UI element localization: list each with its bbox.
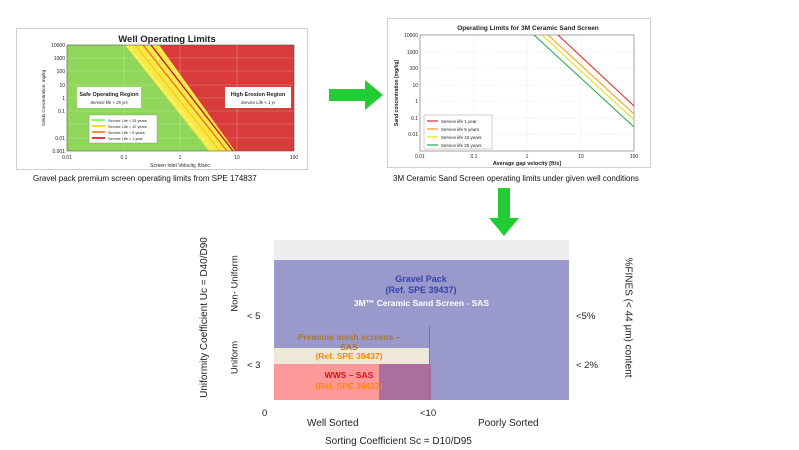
- wws-ref: (Ref. SPE 39437): [315, 381, 383, 391]
- erosion-region-box: [225, 87, 291, 108]
- x-lt10-label: <10: [420, 408, 437, 419]
- y-tick-labels: 10000 1000 100 10 1 0.1 0.01 0.001: [51, 43, 65, 155]
- service-line-1: [150, 44, 234, 152]
- premium-mesh-ref: (Ref. SPE 39437): [315, 351, 383, 361]
- fines-lt5-label: <5%: [576, 311, 596, 322]
- fines-axis-label: %FINES (< 44 µm) content: [622, 257, 634, 378]
- safe-region-sub: Service life > 25 yrs: [90, 100, 128, 105]
- wws-region: [274, 364, 379, 400]
- divider-line: [429, 326, 430, 400]
- chart-title: Operating Limits for 3M Ceramic Sand Scr…: [457, 25, 599, 32]
- y-tick: 1: [415, 99, 418, 105]
- y-axis-label: Sand concentration [mg/kg]: [394, 60, 400, 126]
- y-tick: 100: [410, 66, 419, 72]
- y-tick-labels: 10000 1000 100 10 1 0.1 0.01: [404, 33, 418, 138]
- x-axis-label: Screen Inlet Velocity, ft/sec: [150, 163, 210, 169]
- arrow-right-icon: [329, 80, 383, 110]
- service-line-1yr: [557, 34, 635, 107]
- legend-label: Service Life = 5 years: [108, 131, 145, 135]
- uc-lt3-label: < 3: [247, 360, 261, 371]
- non-uniform-label: Non- Uniform: [229, 255, 241, 312]
- x-axis-label: Average gap velocity [ft/s]: [493, 161, 561, 167]
- y-tick: 1000: [407, 50, 418, 56]
- gravel-pack-ref: (Ref. SPE 39437): [385, 285, 457, 295]
- legend-label: Service life 1 year: [441, 119, 477, 124]
- x-tick: 1: [179, 155, 182, 161]
- gravel-pack-label: Gravel Pack: [395, 274, 447, 284]
- y-tick: 10000: [404, 33, 418, 39]
- uc-lt5-label: < 5: [247, 311, 261, 322]
- x-tick: 100: [630, 154, 639, 160]
- y-tick: 0.1: [58, 109, 65, 115]
- x-tick: 1: [526, 154, 529, 160]
- chart-ceramic-operating-limits: Operating Limits for 3M Ceramic Sand Scr…: [387, 18, 651, 168]
- uniformity-sorting-diagram: Gravel Pack (Ref. SPE 39437) 3M™ Ceramic…: [274, 240, 569, 400]
- legend-label: Service life 5 years: [441, 127, 480, 132]
- sorting-axis-label: Sorting Coefficient Sc = D10/D95: [325, 436, 472, 447]
- caption-left: Gravel pack premium screen operating lim…: [33, 174, 257, 183]
- chart-well-operating-limits: Well Operating Limits 10000 1000 100 10 …: [16, 28, 308, 170]
- fines-lt2-label: < 2%: [576, 360, 598, 371]
- y-tick: 0.1: [411, 116, 418, 122]
- x-tick-labels: 0.01 0.1 1 10 100: [415, 154, 638, 160]
- safe-region-label: Safe Operating Region: [79, 92, 139, 98]
- plot-border: [66, 44, 295, 152]
- y-tick: 0.01: [408, 132, 418, 138]
- poorly-sorted-label: Poorly Sorted: [478, 418, 539, 429]
- legend-label: Service Life = 25 years: [108, 119, 147, 123]
- premium-mesh-label-2: SAS: [340, 342, 358, 352]
- legend: Service life 1 year Service life 5 years…: [427, 119, 482, 148]
- top-band: [274, 240, 569, 260]
- x-tick: 10: [578, 154, 584, 160]
- legend: Service Life = 25 years Service Life = 1…: [92, 119, 147, 141]
- well-sorted-label: Well Sorted: [307, 418, 359, 429]
- arrow-down-icon: [489, 188, 519, 236]
- service-line-25yr: [533, 34, 635, 128]
- legend-label: Service life 25 years: [441, 143, 482, 148]
- y-axis-label: Solids Concentration, mg/kg: [41, 69, 46, 126]
- chart-ceramic-svg: Operating Limits for 3M Ceramic Sand Scr…: [394, 25, 638, 167]
- legend-label: Service Life = 10 years: [108, 125, 147, 129]
- service-line-10: [134, 44, 221, 152]
- x-tick: 0.01: [62, 155, 72, 161]
- y-tick: 0.01: [55, 136, 65, 142]
- service-line-25: [126, 44, 214, 152]
- x-tick: 0.1: [471, 154, 478, 160]
- x-tick: 10: [234, 155, 240, 161]
- uniformity-axis-label: Uniformity Coefficient Uc = D40/D90: [199, 237, 210, 398]
- ceramic-screen-label: 3M™ Ceramic Sand Screen - SAS: [353, 298, 490, 308]
- legend-label: Service Life = 1 year: [108, 137, 143, 141]
- y-tick: 1: [62, 96, 65, 102]
- x-zero-label: 0: [262, 408, 268, 419]
- premium-mesh-label: Premium mesh screens –: [297, 332, 401, 342]
- service-line-5yr: [547, 34, 635, 115]
- safe-region-box: [77, 87, 141, 108]
- caption-right: 3M Ceramic Sand Screen operating limits …: [393, 174, 639, 183]
- uniform-label: Uniform: [229, 340, 241, 375]
- service-line-10yr: [541, 34, 635, 121]
- chart-title: Well Operating Limits: [118, 34, 215, 45]
- y-tick: 10: [412, 83, 418, 89]
- y-tick: 100: [57, 69, 66, 75]
- x-tick-labels: 0.01 0.1 1 10 100: [62, 155, 298, 161]
- y-tick: 0.001: [52, 149, 65, 155]
- premium-mesh-region: [274, 348, 429, 364]
- overlap-region: [379, 364, 431, 400]
- service-line-5: [142, 44, 228, 152]
- x-tick: 100: [290, 155, 299, 161]
- erosion-region-label: High Erosion Region: [231, 92, 286, 98]
- transition-band: [125, 45, 235, 151]
- y-tick: 10000: [51, 43, 65, 49]
- x-tick: 0.01: [415, 154, 425, 160]
- chart-well-operating-limits-svg: Well Operating Limits 10000 1000 100 10 …: [41, 34, 298, 169]
- x-tick: 0.1: [121, 155, 128, 161]
- y-tick: 1000: [54, 56, 65, 62]
- y-tick: 10: [59, 83, 65, 89]
- wws-label: WWS – SAS: [324, 370, 374, 380]
- legend-label: Service life 10 years: [441, 135, 482, 140]
- erosion-region-sub: Service Life < 1 yr: [241, 100, 276, 105]
